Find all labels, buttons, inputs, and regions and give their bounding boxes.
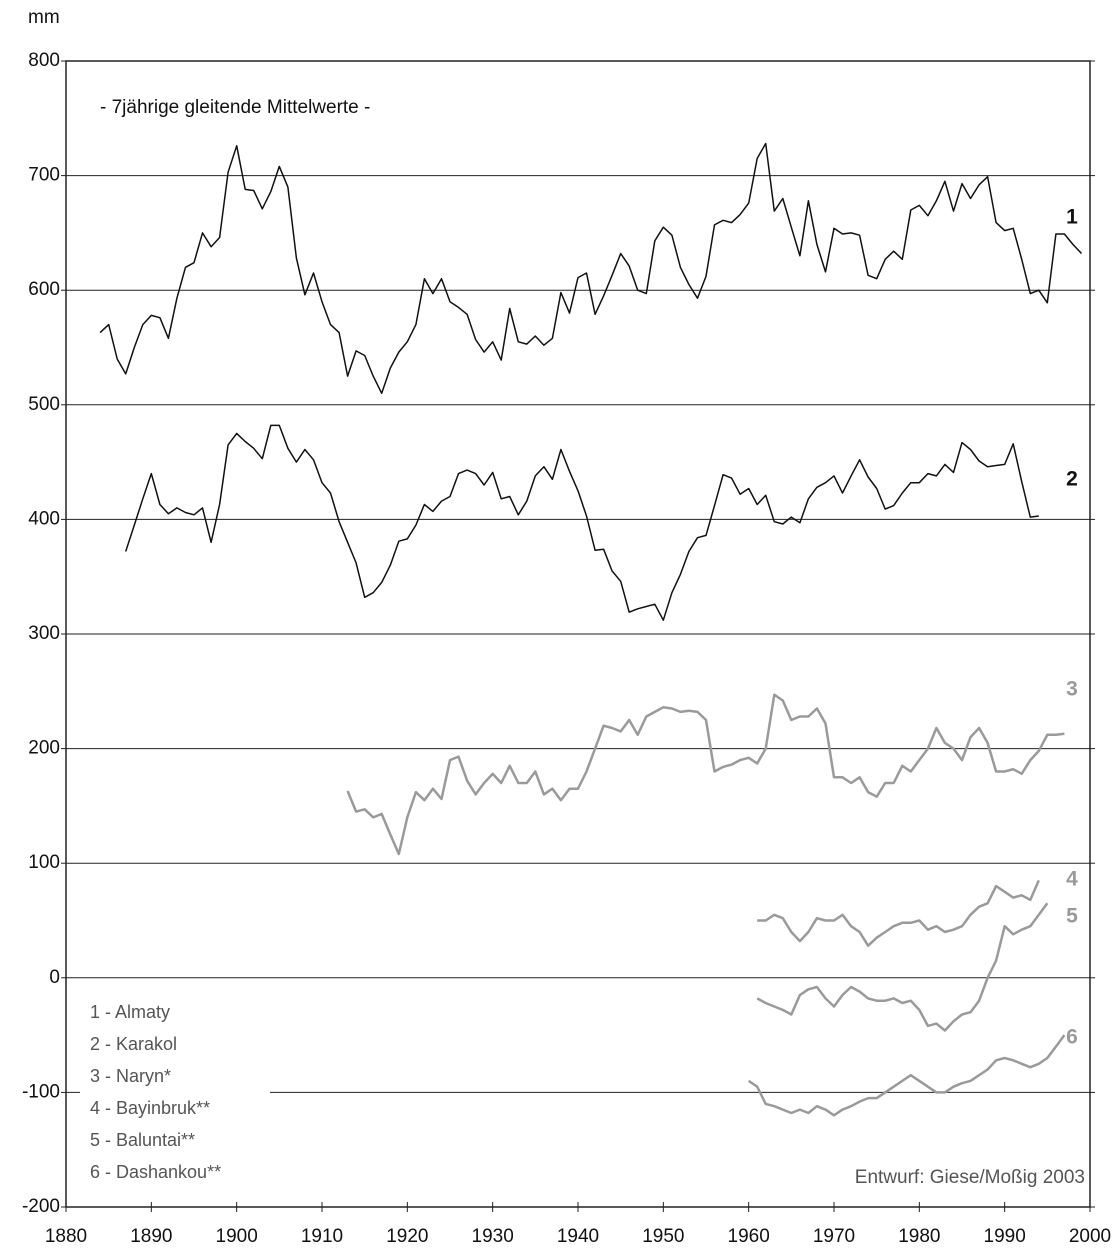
x-tick-label: 1950 [642,1226,684,1247]
x-tick-label: 1970 [813,1226,855,1247]
x-tick-label: 2000 [1069,1226,1111,1247]
y-tick-label: 400 [28,508,60,529]
legend-entry: 3 - Naryn* [90,1066,171,1086]
y-tick-label: 0 [49,967,60,988]
y-tick-label: -200 [22,1196,60,1217]
annotation: - 7jährige gleitende Mittelwerte - [100,97,370,118]
annotation: Entwurf: Giese/Moßig 2003 [855,1167,1085,1188]
y-axis-label: mm [28,7,60,28]
y-tick-label: 200 [28,738,60,759]
series-label: 6 [1066,1026,1078,1049]
x-tick-label: 1900 [216,1226,258,1247]
x-tick-label: 1920 [386,1226,428,1247]
legend-entry: 1 - Almaty [90,1002,170,1022]
legend-entry: 5 - Baluntai** [90,1130,195,1150]
y-tick-label: 800 [28,50,60,71]
series-line [124,424,1039,621]
series-label: 4 [1066,868,1078,891]
legend-entry: 4 - Bayinbruk** [90,1098,210,1118]
x-tick-label: 1910 [301,1226,343,1247]
x-tick-label: 1880 [45,1226,87,1247]
x-tick-label: 1960 [728,1226,770,1247]
y-tick-label: 700 [28,165,60,186]
series-line [756,902,1049,1032]
series-line [747,1034,1066,1117]
series-label: 5 [1066,905,1078,928]
series-label: 2 [1066,468,1078,491]
y-tick-label: -100 [22,1081,60,1102]
legend-entry: 6 - Dashankou** [90,1162,221,1182]
series-label: 3 [1066,678,1078,701]
series-line [346,693,1065,856]
x-tick-label: 1930 [472,1226,514,1247]
x-tick-label: 1980 [898,1226,940,1247]
x-tick-label: 1990 [984,1226,1026,1247]
y-tick-label: 600 [28,279,60,300]
y-tick-label: 300 [28,623,60,644]
legend-entry: 2 - Karakol [90,1034,177,1054]
series-line [99,142,1083,395]
legend-background [80,995,270,1190]
x-tick-label: 1890 [130,1226,172,1247]
series-line [757,879,1040,947]
x-tick-label: 1940 [557,1226,599,1247]
series-label: 1 [1066,206,1078,229]
y-tick-label: 100 [28,852,60,873]
y-tick-label: 500 [28,394,60,415]
